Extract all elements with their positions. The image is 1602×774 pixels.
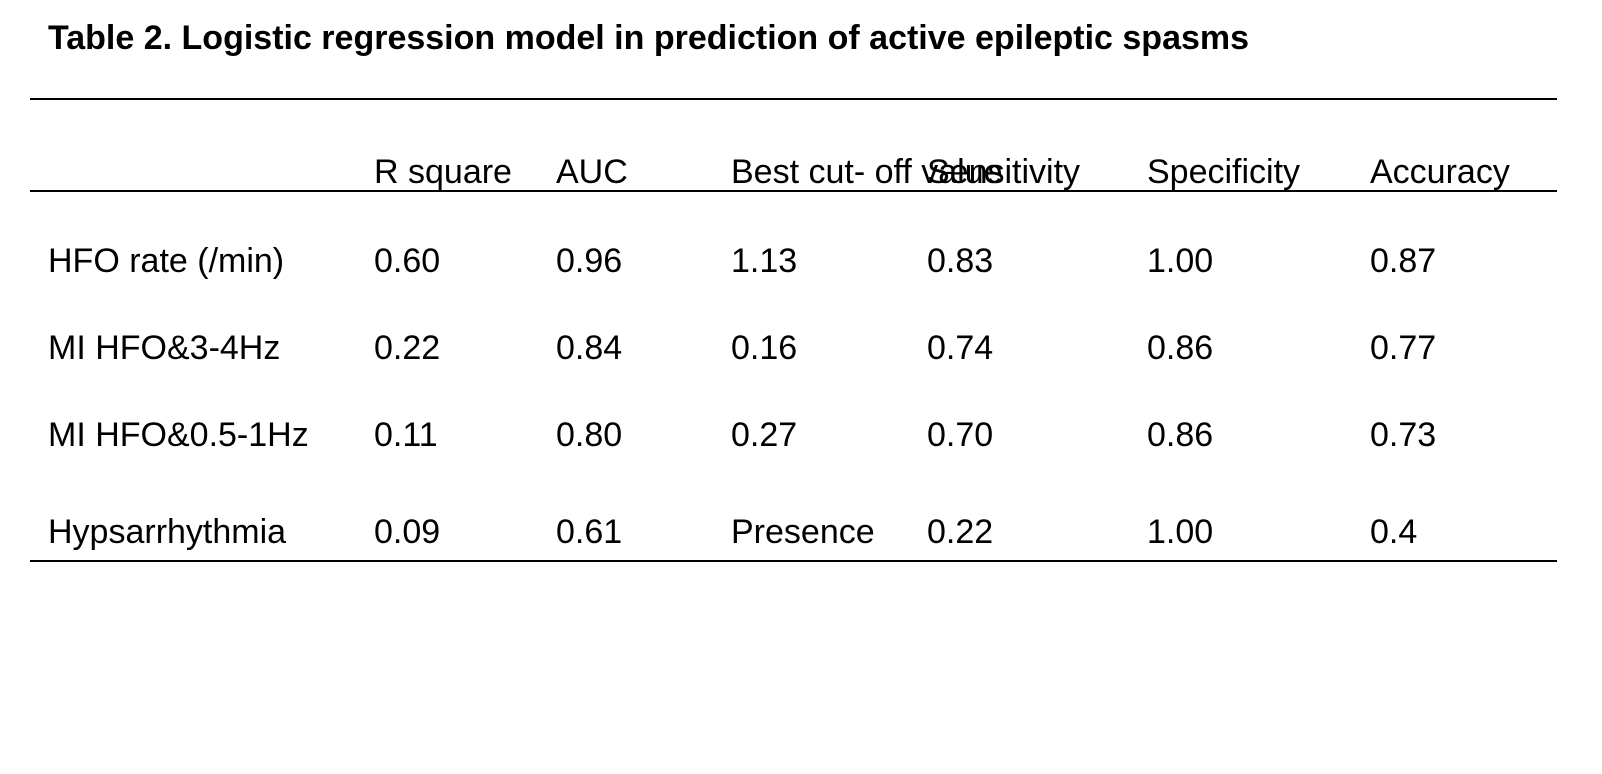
results-table: R square AUC Best cut- off value Sensiti… <box>30 98 1557 562</box>
table-cell: 0.86 <box>1147 416 1214 454</box>
table-cell: 0.22 <box>927 453 1147 562</box>
table-body: HFO rate (/min) 0.60 0.96 1.13 0.83 1.00… <box>30 191 1557 562</box>
table-cell: 0.09 <box>374 453 556 562</box>
row-label: HFO rate (/min) <box>48 242 285 280</box>
table-cell: 0.96 <box>556 242 623 280</box>
table-row-hypsarrhythmia: Hypsarrhythmia 0.09 0.61 Presence 0.22 1… <box>30 453 1557 562</box>
table-cell: 0.74 <box>927 329 994 367</box>
row-label: Hypsarrhythmia <box>30 453 374 562</box>
table-cell: 0.73 <box>1370 416 1437 454</box>
table-cell: 0.70 <box>927 416 994 454</box>
table-cell: 0.27 <box>731 416 798 454</box>
table-cell: 1.00 <box>1147 242 1214 280</box>
table-cell: 1.00 <box>1147 453 1370 562</box>
table-cell: 1.13 <box>731 242 798 280</box>
table-cell: 0.4 <box>1370 453 1557 562</box>
table-cell: 0.16 <box>731 329 798 367</box>
table-cell: 0.60 <box>374 242 441 280</box>
table-cell: 0.80 <box>556 416 623 454</box>
column-header-accuracy: Accuracy <box>1370 98 1557 192</box>
table-cell: 0.86 <box>1147 329 1214 367</box>
table-cell: Presence <box>731 453 927 562</box>
header-row: R square AUC Best cut- off value Sensiti… <box>30 98 1557 192</box>
column-header-best-cutoff: Best cut- off value <box>731 98 1003 192</box>
column-header-auc: AUC <box>556 98 731 192</box>
column-header-blank <box>30 98 374 192</box>
row-label: MI HFO&3-4Hz <box>48 329 281 367</box>
table-row-mi-hfo-3-4hz: MI HFO&3-4Hz 0.22 0.84 0.16 0.74 0.86 0.… <box>30 279 1557 366</box>
table-cell: 0.22 <box>374 329 441 367</box>
table-row-mi-hfo-05-1hz: MI HFO&0.5-1Hz 0.11 0.80 0.27 0.70 0.86 … <box>30 366 1557 453</box>
table-row-hfo-rate: HFO rate (/min) 0.60 0.96 1.13 0.83 1.00… <box>30 191 1557 279</box>
table-cell: 0.84 <box>556 329 623 367</box>
column-header-sensitivity: Sensitivity <box>927 98 1147 192</box>
table-cell: 0.83 <box>927 242 994 280</box>
table-caption: Table 2. Logistic regression model in pr… <box>48 19 1250 57</box>
row-label: MI HFO&0.5-1Hz <box>48 416 309 454</box>
table-header: R square AUC Best cut- off value Sensiti… <box>30 98 1557 192</box>
table-cell: 0.11 <box>374 416 438 454</box>
table-cell: 0.77 <box>1370 329 1437 367</box>
column-header-specificity: Specificity <box>1147 98 1370 192</box>
table-cell: 0.87 <box>1370 242 1437 280</box>
column-header-r-square: R square <box>374 98 556 192</box>
table-cell: 0.61 <box>556 453 731 562</box>
